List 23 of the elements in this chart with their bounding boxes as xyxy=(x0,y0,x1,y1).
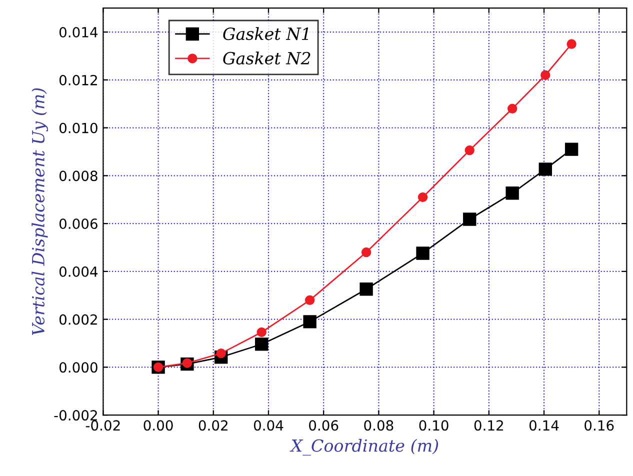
x-tick-label: 0.02 xyxy=(198,420,228,431)
x-tick-label: 0.08 xyxy=(364,420,394,431)
y-tick-label: 0.010 xyxy=(59,122,98,134)
x-tick-label: 0.10 xyxy=(419,420,448,431)
y-tick-label: 0.012 xyxy=(59,74,97,86)
x-tick-label: 0.12 xyxy=(474,420,503,431)
x-axis-title: X_Coordinate (m) xyxy=(290,438,438,456)
y-tick-label: 0.000 xyxy=(59,362,98,373)
y-tick-label: 0.008 xyxy=(59,170,98,182)
y-tick-label: 0.014 xyxy=(59,27,98,38)
legend-label: Gasket N1 xyxy=(223,27,308,40)
x-tick-label: 0.06 xyxy=(309,420,338,431)
x-tick-label: 0.04 xyxy=(254,420,284,431)
legend-label: Gasket N2 xyxy=(223,52,310,65)
y-tick-label: -0.002 xyxy=(54,410,97,421)
y-axis-title: Vertical Displacement Uy (m) xyxy=(32,88,48,336)
y-tick-label: 0.006 xyxy=(59,218,98,230)
y-tick-label: 0.004 xyxy=(59,266,98,277)
x-tick-label: 0.16 xyxy=(584,420,614,431)
y-tick-label: 0.002 xyxy=(59,314,97,325)
x-tick-label: -0.02 xyxy=(86,420,120,431)
x-tick-label: 0.00 xyxy=(144,420,173,431)
x-tick-label: 0.14 xyxy=(529,420,559,431)
